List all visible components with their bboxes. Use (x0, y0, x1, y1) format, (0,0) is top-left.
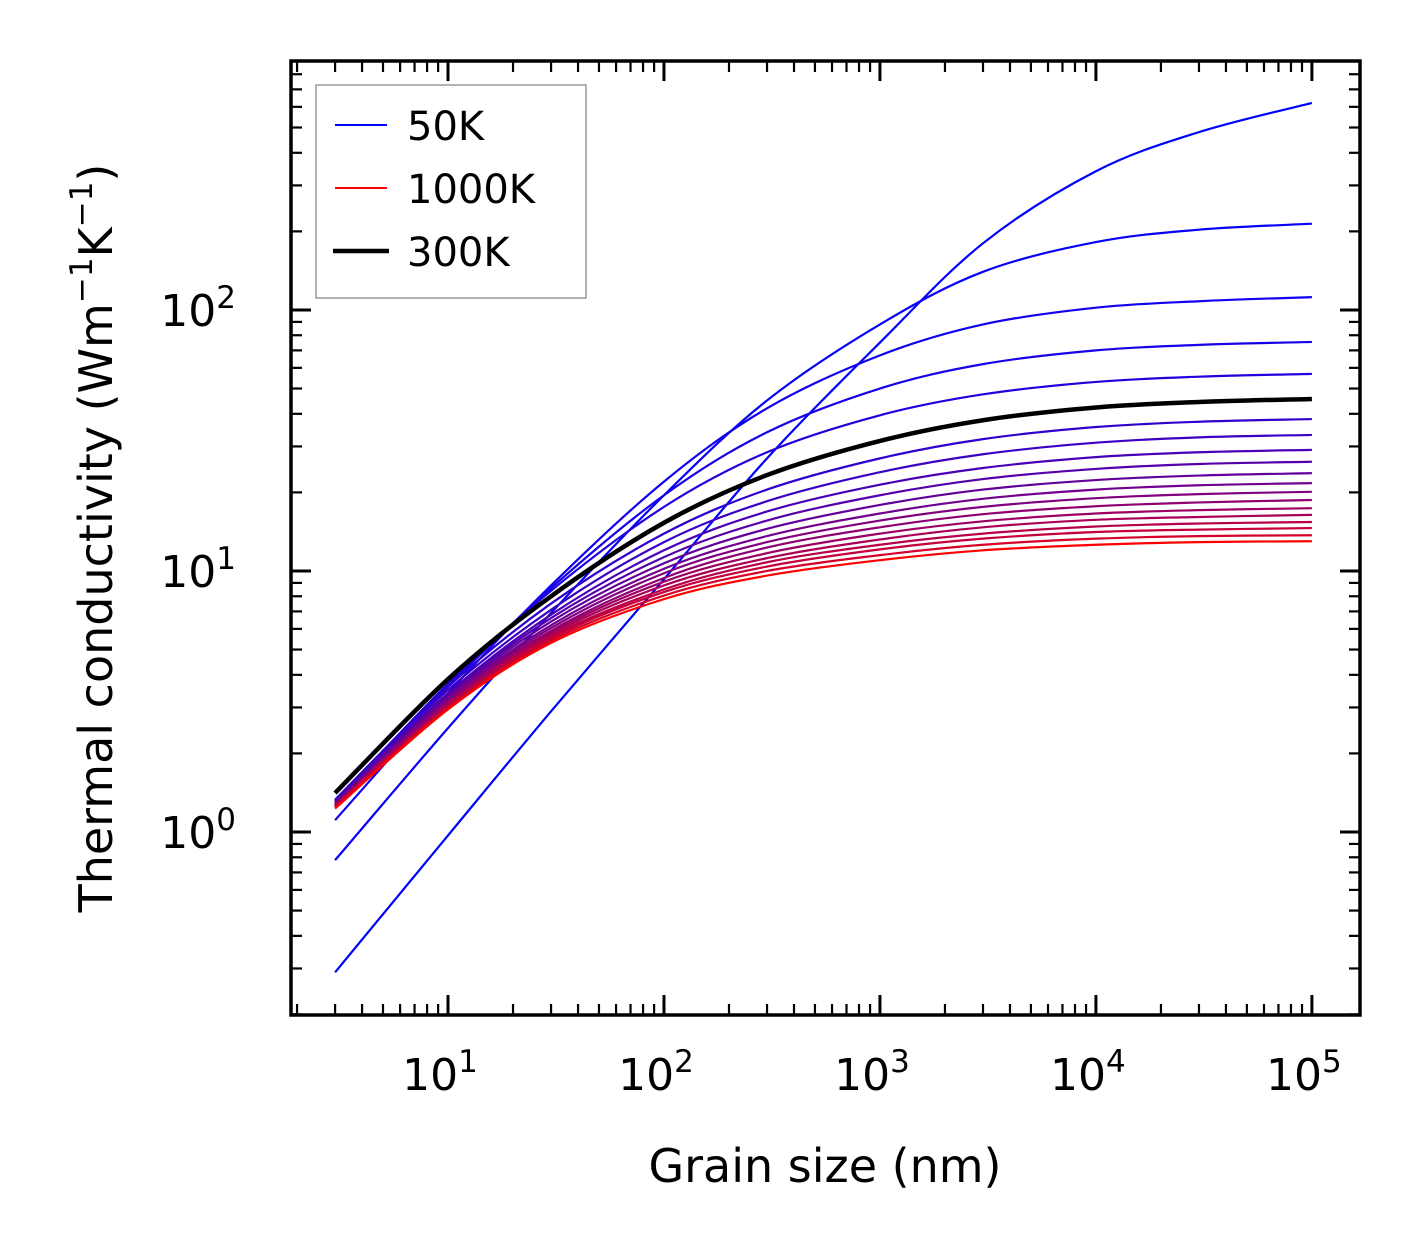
series-line-t12 (334, 482, 1312, 805)
legend-entry-1000k: 1000K (335, 167, 537, 213)
x-axis-label: Grain size (nm) (649, 1139, 1002, 1193)
series-line-t14 (334, 498, 1312, 806)
series-line-t9 (334, 448, 1312, 803)
legend-entry-300k: 300K (333, 230, 511, 276)
series-line-50k (334, 101, 1313, 974)
x-tick-label: 101 (402, 1044, 478, 1101)
y-axis-label-base: Thermal conductivity (Wm (69, 303, 123, 913)
legend-label-300k: 300K (407, 230, 511, 276)
y-tick-label: 100 (160, 802, 236, 859)
x-tick-label: 102 (618, 1044, 694, 1101)
series-line-t10 (334, 460, 1312, 804)
series-line-t17 (334, 520, 1312, 808)
legend-label-50k: 50K (407, 104, 486, 150)
series-line-1000k (334, 540, 1312, 810)
series-line-t16 (334, 513, 1312, 807)
y-axis-label-mid: K (69, 225, 123, 257)
legend-box (315, 84, 587, 299)
legend: 50K 1000K 300K (315, 84, 587, 299)
series-line-t15 (334, 507, 1312, 807)
series-line-t2 (334, 222, 1312, 861)
x-tick-label: 105 (1266, 1044, 1342, 1101)
series-line-t18 (334, 526, 1312, 808)
series-line-t3 (334, 296, 1312, 821)
series-line-t7 (334, 417, 1312, 801)
y-tick-label: 102 (160, 280, 236, 337)
y-axis-label-end: ) (69, 164, 123, 182)
legend-label-1000k: 1000K (407, 167, 537, 213)
y-tick-label: 101 (160, 541, 236, 598)
series-line-t13 (334, 490, 1312, 806)
series-line-300k (333, 396, 1312, 795)
axis-ticks (291, 61, 1360, 1016)
series-line-t19 (334, 534, 1312, 809)
x-tick-label: 104 (1050, 1044, 1126, 1101)
series-line-t4 (334, 340, 1312, 808)
x-tick-label: 103 (834, 1044, 910, 1101)
plot-frame (289, 59, 1362, 1017)
series-line-t8 (334, 433, 1312, 802)
y-axis-label-sup1: −1 (64, 257, 100, 303)
tick-labels: 101 102 103 104 105 100 101 102 (160, 280, 1342, 1101)
series-line-t11 (334, 472, 1312, 804)
y-axis-label-sup2: −1 (64, 182, 100, 228)
y-axis-label: Thermal conductivity (Wm−1K−1) (64, 164, 123, 914)
plot-curves (333, 101, 1313, 974)
legend-entry-50k: 50K (335, 104, 486, 150)
